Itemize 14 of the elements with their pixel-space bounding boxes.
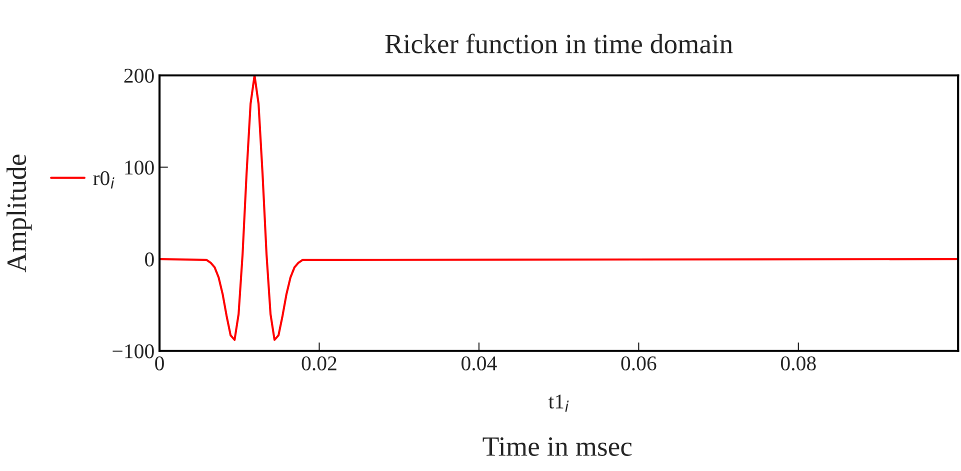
y-tick-label: 200	[124, 68, 154, 83]
legend-label: r0$_{i}$	[93, 171, 114, 188]
x-tick-label: 0.06	[621, 356, 656, 371]
y-axis-title: Amplitude	[6, 154, 32, 272]
y-tick-label: 0	[145, 252, 154, 266]
chart-title: Ricker function in time domain	[385, 34, 733, 54]
x-tick-label: 0.08	[780, 356, 816, 371]
x-tick-label: 0	[155, 356, 164, 370]
x-tick-label: 0.04	[462, 356, 497, 371]
text: Time in msec	[482, 437, 632, 456]
y-tick-label: −100	[112, 344, 154, 358]
x-axis-title: t1$_{i}$	[548, 394, 569, 412]
x-tick-label: 0.02	[302, 356, 336, 371]
y-tick-label: 100	[125, 160, 154, 175]
